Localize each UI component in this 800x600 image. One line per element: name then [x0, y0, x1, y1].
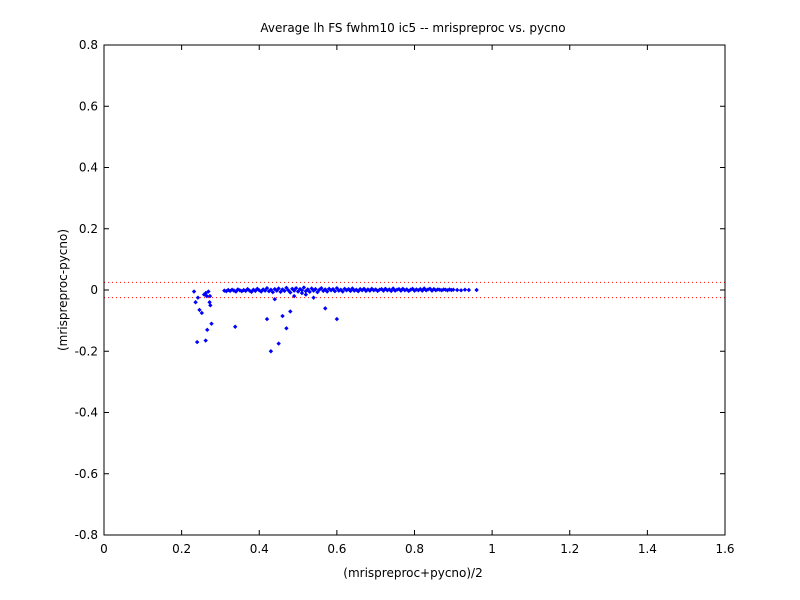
- data-point: [466, 287, 472, 293]
- y-tick-label: 0.8: [79, 38, 98, 52]
- data-point: [313, 286, 318, 292]
- data-point: [206, 289, 211, 294]
- data-point: [291, 293, 297, 299]
- data-point: [319, 285, 324, 291]
- data-point: [462, 287, 468, 292]
- y-axis-ticks: -0.8 -0.6 -0.4 -0.2 0 0.2 0.4 0.6 0.8: [75, 38, 725, 542]
- data-point: [237, 288, 243, 293]
- x-tick-label: 1.4: [638, 542, 657, 556]
- data-point: [288, 309, 293, 314]
- data-point: [293, 285, 299, 291]
- data-point: [284, 326, 289, 331]
- data-point: [207, 293, 213, 299]
- y-tick-label: 0: [90, 283, 98, 297]
- data-point: [264, 316, 270, 322]
- data-point: [282, 288, 287, 294]
- x-axis-ticks: 0 0.2 0.4 0.6 0.8 1 1.2 1.4 1.6: [100, 45, 735, 556]
- x-tick-label: 0.4: [250, 542, 269, 556]
- data-point: [204, 293, 210, 299]
- data-point: [299, 288, 305, 293]
- x-tick-label: 0.6: [327, 542, 346, 556]
- data-point: [311, 295, 316, 300]
- data-point: [301, 285, 307, 290]
- data-point: [288, 290, 293, 295]
- data-point: [280, 313, 285, 319]
- y-tick-label: 0.6: [79, 99, 98, 113]
- data-point: [193, 300, 198, 305]
- data-point: [195, 295, 201, 300]
- data-point: [247, 288, 252, 293]
- x-tick-label: 1.6: [715, 542, 734, 556]
- data-point: [203, 290, 208, 296]
- chart-title: Average lh FS fwhm10 ic5 -- mrispreproc …: [260, 21, 565, 35]
- y-tick-label: -0.8: [75, 528, 98, 542]
- data-point: [209, 321, 214, 326]
- data-point: [268, 349, 274, 354]
- data-point: [454, 287, 460, 293]
- data-point: [334, 316, 340, 322]
- data-point: [203, 338, 208, 343]
- data-point: [227, 288, 233, 294]
- x-tick-label: 1: [488, 542, 496, 556]
- data-point: [324, 289, 330, 294]
- y-tick-label: -0.4: [75, 406, 98, 420]
- data-point: [208, 303, 213, 308]
- data-point: [332, 289, 338, 294]
- data-point: [276, 341, 281, 346]
- data-point: [458, 288, 464, 293]
- data-point: [232, 324, 238, 329]
- y-tick-label: 0.2: [79, 222, 98, 236]
- data-point: [272, 296, 277, 302]
- data-point: [207, 300, 212, 305]
- data-point: [451, 287, 456, 292]
- data-point: [270, 289, 276, 295]
- data-point: [307, 289, 312, 295]
- y-tick-label: -0.2: [75, 344, 98, 358]
- x-tick-label: 0: [100, 542, 108, 556]
- x-tick-label: 0.8: [405, 542, 424, 556]
- data-point: [303, 292, 309, 297]
- data-point: [340, 289, 345, 294]
- data-points: [191, 285, 479, 354]
- x-tick-label: 0.2: [172, 542, 191, 556]
- data-point: [264, 285, 270, 291]
- x-axis-label: (mrispreproc+pycno)/2: [343, 566, 482, 580]
- data-point: [205, 327, 210, 333]
- y-tick-label: -0.6: [75, 467, 98, 481]
- y-axis-label: (mrispreproc-pycno): [56, 229, 70, 351]
- data-point: [199, 310, 205, 316]
- data-point: [474, 287, 479, 293]
- data-point: [191, 289, 197, 294]
- y-tick-label: 0.4: [79, 161, 98, 175]
- x-tick-label: 1.2: [560, 542, 579, 556]
- data-point: [194, 339, 200, 345]
- data-point: [299, 290, 305, 296]
- data-point: [323, 306, 328, 311]
- data-point: [276, 286, 281, 291]
- data-point: [197, 307, 202, 313]
